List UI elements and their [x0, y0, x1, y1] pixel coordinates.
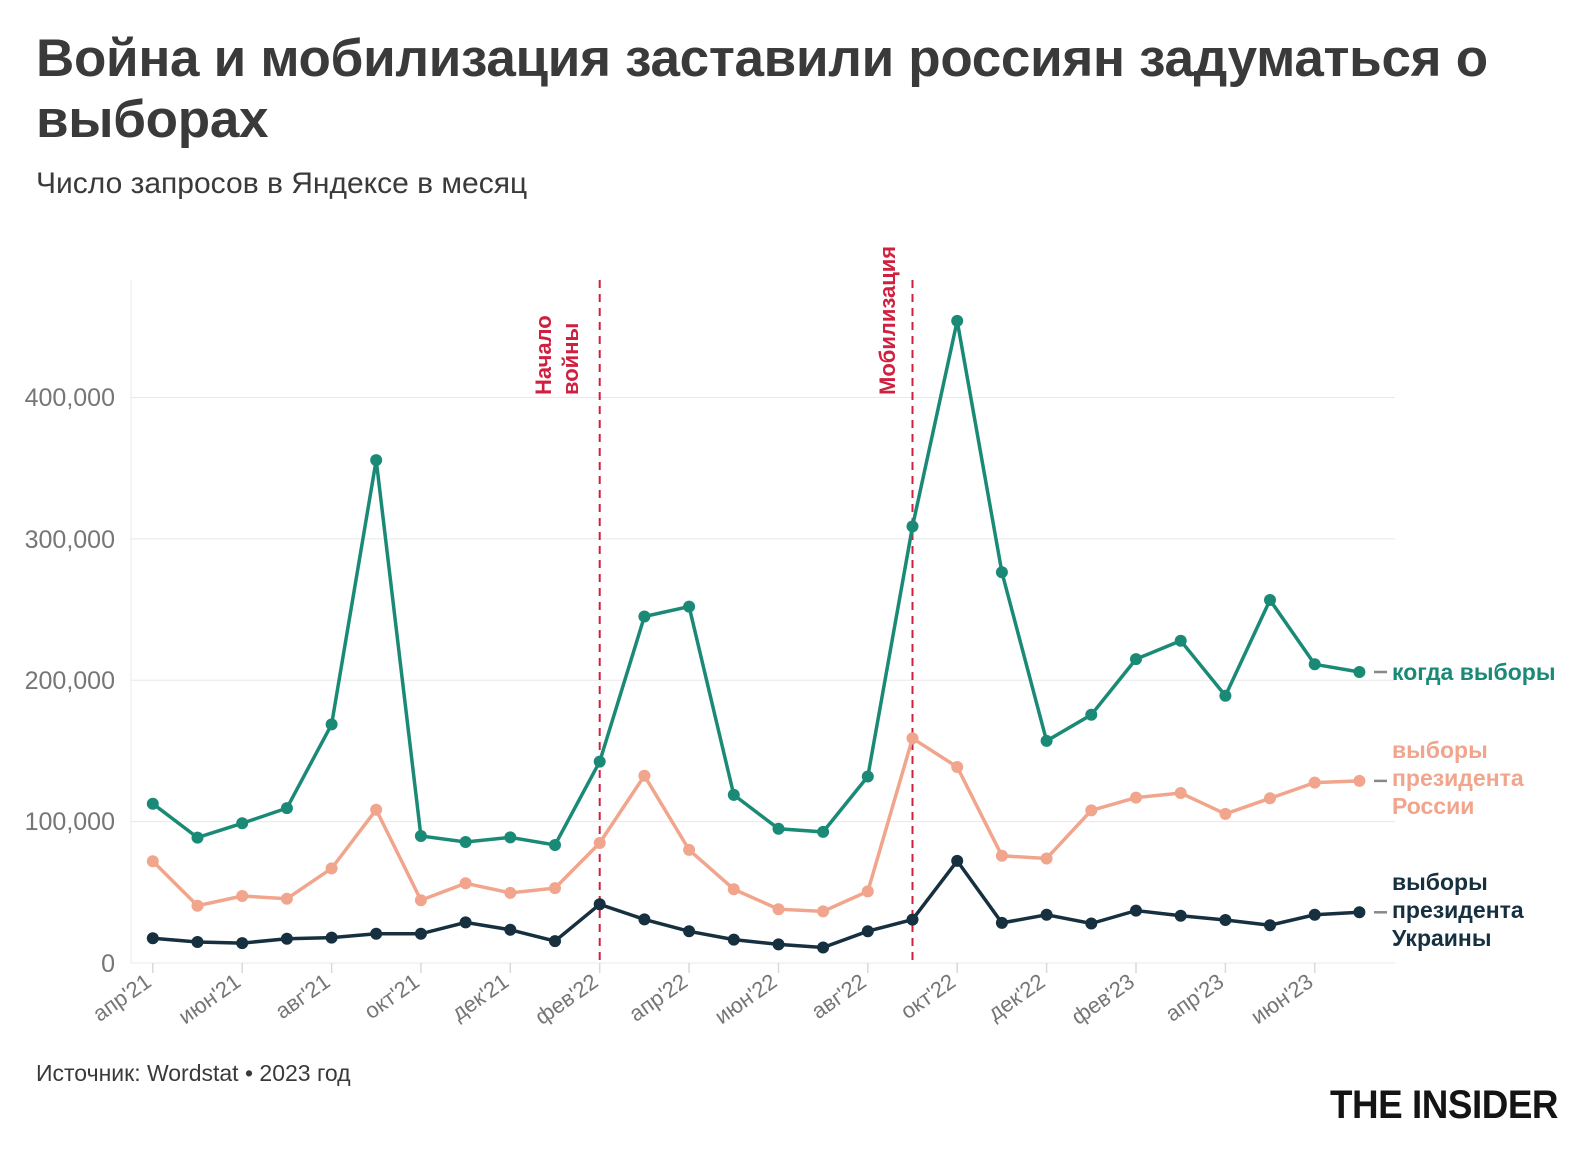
svg-text:дек'21: дек'21 — [447, 969, 513, 1026]
svg-text:России: России — [1392, 793, 1474, 819]
svg-text:авг'21: авг'21 — [270, 969, 334, 1024]
svg-text:июн'23: июн'23 — [1246, 969, 1317, 1029]
svg-text:выборы: выборы — [1392, 737, 1488, 763]
svg-text:президента: президента — [1392, 897, 1524, 923]
svg-text:окт'21: окт'21 — [360, 969, 424, 1024]
svg-text:июн'21: июн'21 — [174, 969, 245, 1029]
svg-text:апр'23: апр'23 — [1161, 969, 1229, 1027]
svg-text:0: 0 — [101, 950, 115, 978]
svg-text:авг'22: авг'22 — [807, 969, 871, 1024]
svg-text:Мобилизация: Мобилизация — [875, 246, 900, 395]
svg-text:100,000: 100,000 — [25, 808, 115, 836]
svg-text:дек'22: дек'22 — [983, 969, 1049, 1026]
svg-text:президента: президента — [1392, 765, 1524, 791]
svg-text:окт'22: окт'22 — [896, 969, 960, 1024]
svg-text:200,000: 200,000 — [25, 667, 115, 695]
svg-text:июн'22: июн'22 — [710, 969, 781, 1029]
svg-text:войны: войны — [558, 323, 583, 395]
svg-text:400,000: 400,000 — [25, 384, 115, 412]
svg-text:300,000: 300,000 — [25, 526, 115, 554]
svg-text:Украины: Украины — [1392, 925, 1491, 951]
svg-text:апр'22: апр'22 — [624, 969, 692, 1027]
svg-text:апр'21: апр'21 — [88, 969, 156, 1027]
svg-text:фев'22: фев'22 — [530, 969, 602, 1030]
svg-text:когда выборы: когда выборы — [1392, 659, 1555, 685]
svg-text:Начало: Начало — [531, 315, 556, 395]
svg-text:фев'23: фев'23 — [1067, 969, 1139, 1030]
svg-text:выборы: выборы — [1392, 869, 1488, 895]
